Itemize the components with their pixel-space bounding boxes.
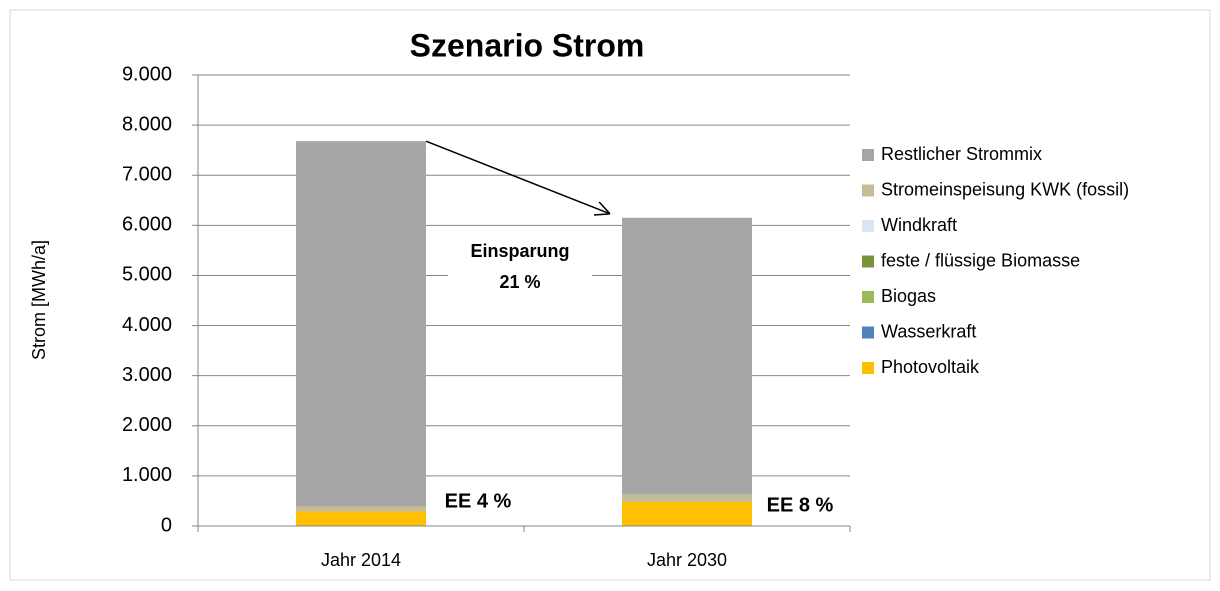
legend-swatch [862, 291, 874, 303]
y-axis-label: Strom [MWh/a] [29, 240, 49, 360]
legend-label: Biogas [881, 286, 936, 306]
arrow-head [598, 201, 611, 215]
y-tick-label: 8.000 [122, 113, 172, 135]
annotation: 21 % [499, 272, 540, 292]
legend-swatch [862, 220, 874, 232]
x-tick-label: Jahr 2030 [647, 550, 727, 570]
bar-segment [622, 217, 752, 495]
y-tick-label: 2.000 [122, 414, 172, 436]
y-tick-label: 6.000 [122, 214, 172, 236]
arrow-head [593, 213, 611, 216]
legend-swatch [862, 362, 874, 374]
arrow [425, 140, 611, 215]
annotation-box [448, 232, 592, 300]
legend-label: Windkraft [881, 215, 957, 235]
y-tick-label: 5.000 [122, 264, 172, 286]
y-tick-label: 4.000 [122, 314, 172, 336]
legend-swatch [862, 184, 874, 197]
legend-swatch [862, 149, 874, 161]
annotation: EE 4 % [445, 490, 512, 512]
y-tick-label: 0 [161, 514, 172, 536]
bar-segment [622, 501, 752, 526]
legend-label: Stromeinspeisung KWK (fossil) [881, 179, 1129, 199]
y-tick-label: 7.000 [122, 164, 172, 186]
legend-label: Wasserkraft [881, 321, 976, 341]
bar-segment [296, 506, 426, 512]
y-tick-label: 1.000 [122, 464, 172, 486]
y-tick-label: 9.000 [122, 63, 172, 85]
annotation: Einsparung [470, 241, 569, 261]
y-tick-label: 3.000 [122, 364, 172, 386]
chart-border [9, 9, 1211, 581]
chart-title: Szenario Strom [410, 27, 645, 63]
bar-segment [296, 511, 426, 526]
bar-segment [622, 494, 752, 502]
annotation: EE 8 % [767, 494, 834, 516]
bar-segment [296, 141, 426, 507]
x-tick-label: Jahr 2014 [321, 550, 401, 570]
legend-swatch [862, 326, 874, 339]
legend-label: feste / flüssige Biomasse [881, 250, 1080, 270]
legend-label: Photovoltaik [881, 357, 980, 377]
legend-swatch [862, 255, 874, 268]
legend-label: Restlicher Strommix [881, 144, 1042, 164]
